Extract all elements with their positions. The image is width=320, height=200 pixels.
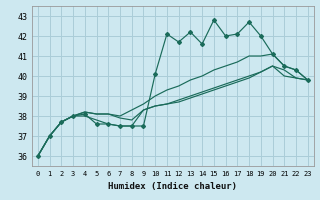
X-axis label: Humidex (Indice chaleur): Humidex (Indice chaleur)	[108, 182, 237, 191]
